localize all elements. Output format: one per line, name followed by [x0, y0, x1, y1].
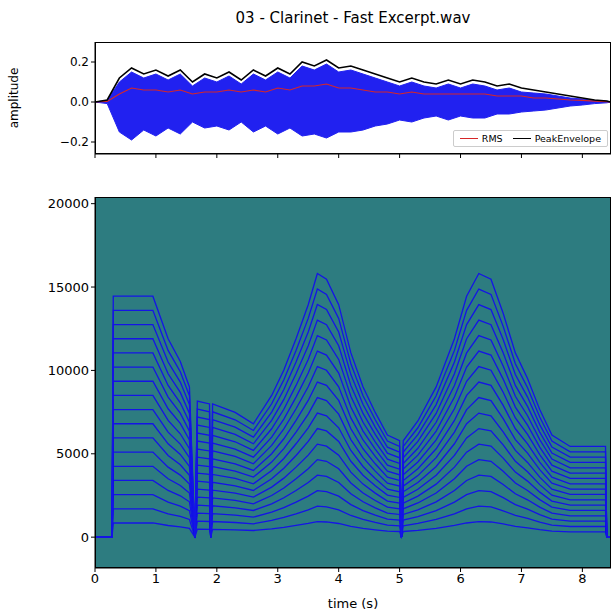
svg-text:amplitude: amplitude: [7, 68, 21, 129]
svg-text:2: 2: [213, 571, 221, 586]
html-text:RMS: RMS: [481, 133, 503, 144]
svg-text:15000: 15000: [48, 280, 89, 295]
html-text:PeakEnvelope: PeakEnvelope: [534, 133, 601, 144]
svg-text:5000: 5000: [56, 446, 89, 461]
svg-text:8: 8: [578, 571, 586, 586]
svg-text:−0.2: −0.2: [60, 135, 89, 149]
svg-text:20000: 20000: [48, 196, 89, 211]
svg-text:0.0: 0.0: [70, 95, 89, 109]
svg-text:3: 3: [274, 571, 282, 586]
svg-text:0: 0: [81, 530, 89, 545]
svg-text:4: 4: [335, 571, 343, 586]
svg-text:7: 7: [517, 571, 525, 586]
svg-text:0: 0: [91, 571, 99, 586]
svg-text:0.2: 0.2: [70, 55, 89, 69]
html-text:03 - Clarinet - Fast Excerpt.w: 03 - Clarinet - Fast Excerpt.wav: [235, 9, 471, 27]
svg-text:10000: 10000: [48, 363, 89, 378]
svg-text:1: 1: [152, 571, 160, 586]
svg-text:5: 5: [395, 571, 403, 586]
svg-text:time (s): time (s): [328, 596, 378, 610]
svg-text:6: 6: [456, 571, 464, 586]
